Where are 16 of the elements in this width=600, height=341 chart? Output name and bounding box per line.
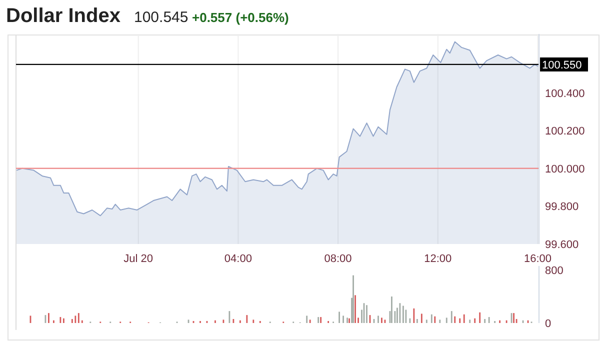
text: 100.545 (134, 9, 188, 26)
y-tick-label: 0 (545, 318, 552, 330)
y-tick-label: 100.200 (545, 126, 585, 138)
y-tick-label: 100.400 (545, 88, 585, 100)
y-tick-label: 100.000 (545, 163, 585, 176)
ref-line-label: 100.550 (542, 59, 582, 72)
y-tick-label: 800 (545, 265, 564, 277)
x-tick-label: 12:00 (424, 253, 452, 265)
chart-title: Dollar Index (6, 5, 120, 27)
y-tick-label: 99.600 (545, 239, 579, 251)
text: +0.557 (+0.56%) (192, 10, 289, 25)
y-tick-label: 99.800 (545, 201, 579, 214)
x-tick-label: Jul 20 (124, 253, 154, 265)
x-tick-label: 04:00 (224, 253, 252, 265)
x-tick-label: 08:00 (324, 253, 352, 265)
x-tick-label: 16:00 (524, 253, 552, 265)
